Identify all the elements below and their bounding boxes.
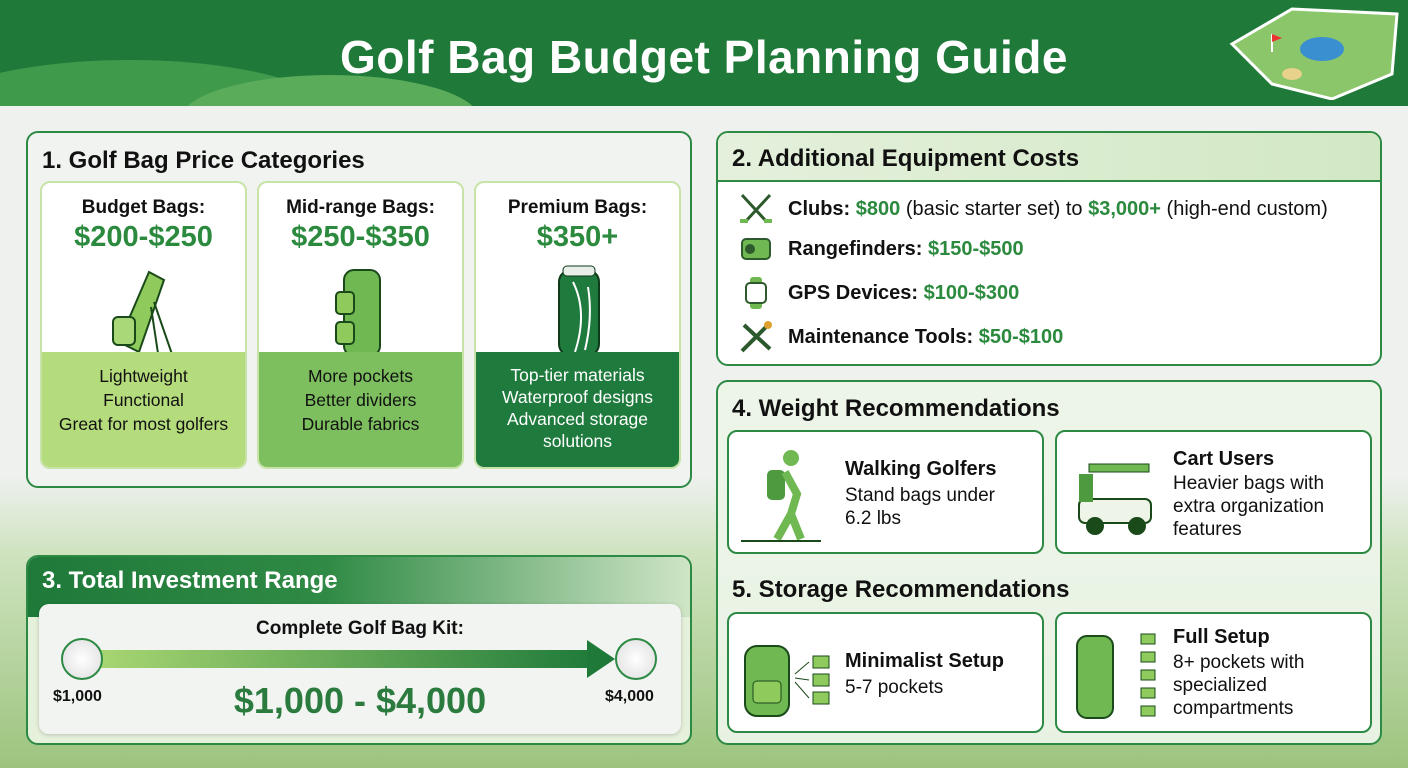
card-desc: 8+ pockets with specialized compartments xyxy=(1173,651,1305,720)
premium-bags-card: Premium Bags: $350+ Top-tier materials W… xyxy=(474,181,681,469)
desc-line: Stand bags under xyxy=(845,485,996,506)
tools-icon xyxy=(740,321,772,353)
item-price: $150-$500 xyxy=(928,237,1024,260)
feature-text: Waterproof designs xyxy=(501,387,654,407)
feature-text: Better dividers xyxy=(304,390,417,410)
range-value: $1,000 - $4,000 xyxy=(233,680,487,721)
card-desc: Stand bags under 6.2 lbs xyxy=(845,484,995,530)
card-name: Premium Bags: xyxy=(507,197,648,218)
feature-text: Top-tier materials xyxy=(510,365,645,385)
header: Golf Bag Budget Planning Guide xyxy=(0,0,1408,106)
backpack-folders-icon xyxy=(744,645,830,717)
section-title: 3. Total Investment Range xyxy=(42,567,338,594)
card-desc: Heavier bags with extra organization featu… xyxy=(1173,472,1324,541)
desc-line: extra organization xyxy=(1173,496,1325,517)
course-map-icon xyxy=(1229,7,1399,100)
walking-golfers-card: Walking Golfers Stand bags under 6.2 lbs xyxy=(727,430,1044,554)
section-header xyxy=(718,133,1380,182)
desc-line: 6.2 lbs xyxy=(845,508,901,529)
item-price: $100-$300 xyxy=(923,281,1020,304)
equipment-item-gps: GPS Devices: $100-$300 xyxy=(738,275,1019,311)
card-desc: 5-7 pockets xyxy=(845,676,943,699)
card-title: Minimalist Setup xyxy=(845,650,1004,672)
item-text: (basic starter set) to xyxy=(900,197,1089,220)
item-label: Clubs: xyxy=(788,197,851,220)
stand-bag-icon xyxy=(111,270,175,361)
item-label: Maintenance Tools: xyxy=(788,325,974,348)
item-label: GPS Devices: xyxy=(788,281,919,304)
range-box: Complete Golf Bag Kit: $1,000 $4,000 $1,… xyxy=(39,604,681,734)
golf-ball-icon xyxy=(61,638,103,680)
recommendations-panel: 4. Weight Recommendations Walking Golfer… xyxy=(716,380,1382,745)
kit-label: Complete Golf Bag Kit: xyxy=(256,618,464,639)
feature-text: Advanced storage xyxy=(506,409,649,429)
equipment-item-rangefinders: Rangefinders: $150-$500 xyxy=(738,231,1024,267)
premium-bag-icon xyxy=(557,265,600,357)
desc-line: compartments xyxy=(1173,698,1294,719)
min-label: $1,000 xyxy=(53,688,102,705)
equipment-item-maintenance: Maintenance Tools: $50-$100 xyxy=(738,319,1063,355)
budget-bags-card: Budget Bags: $200-$250 Lightweight Funct… xyxy=(40,181,247,469)
section-title: 2. Additional Equipment Costs xyxy=(732,145,1080,172)
feature-text: Lightweight xyxy=(99,366,188,386)
range-arrow xyxy=(97,650,597,668)
bag-compartments-icon xyxy=(1076,633,1156,719)
golf-cart-icon xyxy=(1078,463,1152,535)
gps-watch-icon xyxy=(745,277,767,309)
card-title: Full Setup xyxy=(1173,626,1270,648)
card-features: Top-tier materials Waterproof designs Ad… xyxy=(476,352,679,467)
card-name: Budget Bags: xyxy=(81,197,206,218)
desc-line: features xyxy=(1173,519,1242,540)
arrow-head xyxy=(587,640,615,678)
midrange-bags-card: Mid-range Bags: $250-$350 More pockets B… xyxy=(257,181,464,469)
full-setup-card: Full Setup 8+ pockets with specialized com… xyxy=(1055,612,1372,733)
item-price: $50-$100 xyxy=(978,325,1064,348)
card-price: $200-$250 xyxy=(74,221,213,253)
golf-clubs-icon xyxy=(740,193,772,223)
cart-bag-icon xyxy=(334,269,381,357)
rangefinder-icon xyxy=(741,238,771,260)
desc-line: Heavier bags with xyxy=(1173,473,1325,494)
equipment-panel: 2. Additional Equipment Costs Clubs: $80… xyxy=(716,131,1382,366)
card-title: Cart Users xyxy=(1173,448,1275,470)
price-categories-panel: 1. Golf Bag Price Categories Budget Bags… xyxy=(26,131,692,488)
max-label: $4,000 xyxy=(605,688,654,705)
feature-text: Functional xyxy=(103,390,184,410)
item-label: Rangefinders: xyxy=(788,237,923,260)
item-price: $800 xyxy=(855,197,901,220)
investment-panel: 3. Total Investment Range Complete Golf … xyxy=(26,555,692,745)
item-text: (high-end custom) xyxy=(1160,197,1328,220)
section-title: 4. Weight Recommendations xyxy=(732,395,1060,422)
card-name: Mid-range Bags: xyxy=(286,197,435,218)
cart-users-card: Cart Users Heavier bags with extra organi… xyxy=(1055,430,1372,554)
card-price: $250-$350 xyxy=(291,221,430,253)
card-features: Lightweight Functional Great for most go… xyxy=(42,352,245,467)
equipment-item-clubs: Clubs: $800 (basic starter set) to $3,00… xyxy=(738,191,1328,227)
walking-golfer-icon xyxy=(741,450,821,542)
section-title: 1. Golf Bag Price Categories xyxy=(42,147,365,174)
section-title: 5. Storage Recommendations xyxy=(732,576,1070,603)
desc-line: 8+ pockets with xyxy=(1173,652,1305,673)
feature-text: Durable fabrics xyxy=(301,414,420,434)
minimalist-setup-card: Minimalist Setup 5-7 pockets xyxy=(727,612,1044,733)
item-price: $3,000+ xyxy=(1088,197,1161,220)
card-price: $350+ xyxy=(536,221,619,253)
desc-line: specialized xyxy=(1173,675,1267,696)
desc-line: 5-7 pockets xyxy=(845,677,944,698)
page-title: Golf Bag Budget Planning Guide xyxy=(340,31,1068,83)
golf-ball-icon xyxy=(615,638,657,680)
feature-text: More pockets xyxy=(307,366,414,386)
card-features: More pockets Better dividers Durable fab… xyxy=(259,352,462,467)
feature-text: solutions xyxy=(542,431,613,451)
card-title: Walking Golfers xyxy=(845,458,997,480)
feature-text: Great for most golfers xyxy=(58,414,229,434)
